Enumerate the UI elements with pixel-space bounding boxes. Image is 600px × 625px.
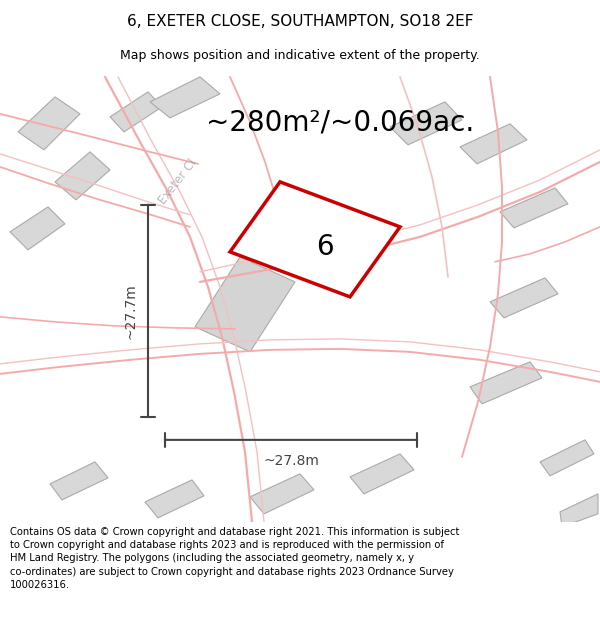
Text: 6, EXETER CLOSE, SOUTHAMPTON, SO18 2EF: 6, EXETER CLOSE, SOUTHAMPTON, SO18 2EF: [127, 14, 473, 29]
Text: Map shows position and indicative extent of the property.: Map shows position and indicative extent…: [120, 49, 480, 62]
Polygon shape: [460, 124, 527, 164]
Polygon shape: [110, 92, 162, 132]
Polygon shape: [500, 188, 568, 228]
Polygon shape: [50, 462, 108, 500]
Polygon shape: [470, 362, 542, 404]
Polygon shape: [350, 454, 414, 494]
Text: ~27.8m: ~27.8m: [263, 454, 319, 468]
Polygon shape: [145, 480, 204, 518]
Text: Contains OS data © Crown copyright and database right 2021. This information is : Contains OS data © Crown copyright and d…: [10, 527, 460, 590]
Text: ~280m²/~0.069ac.: ~280m²/~0.069ac.: [206, 109, 474, 137]
Polygon shape: [10, 207, 65, 250]
Polygon shape: [540, 440, 594, 476]
Polygon shape: [55, 152, 110, 200]
Polygon shape: [390, 102, 462, 145]
Polygon shape: [150, 77, 220, 118]
Polygon shape: [490, 278, 558, 318]
Polygon shape: [195, 257, 295, 352]
Text: 6: 6: [316, 233, 334, 261]
Polygon shape: [250, 474, 314, 514]
Polygon shape: [560, 494, 598, 527]
Text: Exeter Cl: Exeter Cl: [157, 157, 200, 207]
Text: ~27.7m: ~27.7m: [124, 283, 138, 339]
Polygon shape: [18, 97, 80, 150]
Polygon shape: [230, 182, 400, 297]
